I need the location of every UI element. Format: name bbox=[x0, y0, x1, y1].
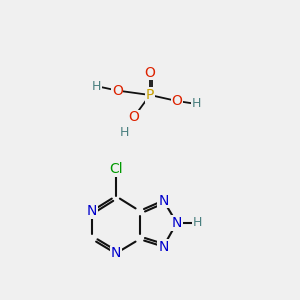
Text: O: O bbox=[171, 94, 182, 108]
Text: N: N bbox=[158, 240, 169, 254]
Text: H: H bbox=[193, 216, 202, 229]
Text: H: H bbox=[120, 126, 129, 139]
Text: H: H bbox=[92, 80, 101, 93]
Text: O: O bbox=[112, 84, 123, 98]
Text: N: N bbox=[158, 194, 169, 208]
Text: N: N bbox=[111, 246, 121, 260]
Text: O: O bbox=[128, 110, 139, 124]
Text: N: N bbox=[87, 204, 97, 218]
Text: Cl: Cl bbox=[109, 162, 123, 176]
Text: H: H bbox=[191, 98, 201, 110]
Text: O: O bbox=[145, 66, 155, 80]
Text: P: P bbox=[146, 88, 154, 102]
Text: N: N bbox=[172, 216, 182, 230]
